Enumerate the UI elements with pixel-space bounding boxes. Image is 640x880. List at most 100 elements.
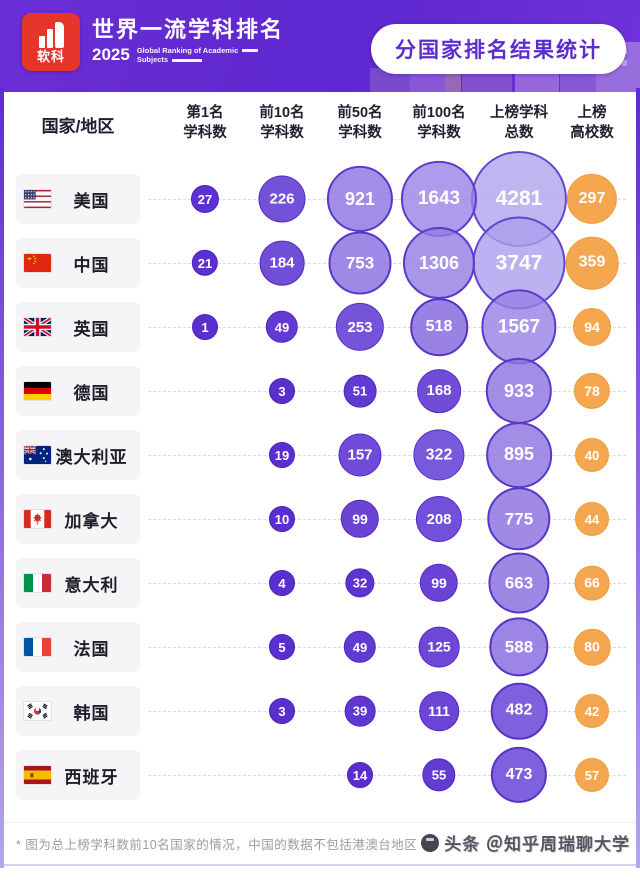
country-cell: 加拿大 bbox=[16, 494, 140, 544]
country-name: 英国 bbox=[73, 319, 110, 339]
country-cell: 西班牙 bbox=[16, 750, 140, 800]
subject-count-bubble: 125 bbox=[418, 626, 460, 668]
subject-count-bubble: 921 bbox=[326, 165, 394, 233]
column-header: 上榜 高校数 bbox=[570, 105, 614, 141]
it-flag-icon bbox=[24, 574, 51, 592]
country-name: 加拿大 bbox=[64, 511, 119, 531]
subject-count-bubble: 5 bbox=[269, 634, 295, 660]
row-guide-line bbox=[148, 647, 626, 648]
bar-chart-icon bbox=[38, 21, 64, 48]
university-count-bubble: 78 bbox=[573, 372, 611, 410]
country-name: 韩国 bbox=[73, 703, 110, 723]
footer-divider bbox=[4, 822, 636, 823]
university-count-bubble: 66 bbox=[574, 565, 610, 601]
subject-count-bubble: 49 bbox=[343, 630, 377, 664]
subject-count-bubble: 99 bbox=[419, 563, 459, 603]
column-header: 前50名 学科数 bbox=[337, 105, 383, 141]
university-count-bubble: 94 bbox=[573, 308, 611, 346]
university-count-bubble: 359 bbox=[565, 236, 619, 290]
country-column-header: 国家/地区 bbox=[41, 116, 115, 136]
university-count-bubble: 40 bbox=[575, 438, 609, 472]
subject-count-bubble: 27 bbox=[190, 184, 220, 214]
country-name: 德国 bbox=[73, 383, 110, 403]
subject-count-bubble: 1643 bbox=[400, 160, 478, 238]
country-cell: 意大利 bbox=[16, 558, 140, 608]
fr-flag-icon bbox=[24, 638, 51, 656]
bubble-table: 美国 4281 1643 921 226 27 297 中国 3747 1306 753 184 21… bbox=[0, 150, 640, 811]
es-flag-icon bbox=[24, 766, 51, 784]
subject-count-bubble: 10 bbox=[269, 506, 295, 532]
country-name: 意大利 bbox=[64, 575, 119, 595]
university-count-bubble: 80 bbox=[573, 628, 611, 666]
country-name: 中国 bbox=[73, 255, 110, 275]
row-guide-line bbox=[148, 775, 626, 776]
country-cell: 德国 bbox=[16, 366, 140, 416]
subject-count-bubble: 588 bbox=[489, 617, 549, 677]
country-name: 西班牙 bbox=[64, 767, 119, 787]
subject-count-bubble: 482 bbox=[490, 682, 548, 740]
right-border bbox=[636, 88, 640, 868]
subject-count-bubble: 473 bbox=[490, 746, 548, 804]
subject-count-bubble: 3 bbox=[269, 698, 295, 724]
header-banner: 软科 世界一流学科排名 2025 Global Ranking of Acade… bbox=[0, 0, 640, 92]
column-header: 前100名 学科数 bbox=[412, 105, 466, 141]
column-header: 上榜学科 总数 bbox=[490, 105, 548, 141]
country-cell: 澳大利亚 bbox=[16, 430, 140, 480]
shangharanking-logo: 软科 bbox=[22, 13, 80, 71]
de-flag-icon bbox=[24, 382, 51, 400]
row-guide-line bbox=[148, 455, 626, 456]
country-cell: 美国 bbox=[16, 174, 140, 224]
country-name: 澳大利亚 bbox=[55, 447, 128, 467]
subject-count-bubble: 157 bbox=[338, 433, 382, 477]
country-name: 法国 bbox=[73, 639, 110, 659]
ca-flag-icon bbox=[24, 510, 51, 528]
subject-count-bubble: 1 bbox=[192, 314, 218, 340]
bottom-trim-line bbox=[4, 864, 636, 866]
row-guide-line bbox=[148, 711, 626, 712]
footnote: * 图为总上榜学科数前10名国家的情况，中国的数据不包括港澳台地区 bbox=[16, 838, 418, 852]
table-column-headers: 国家/地区 第1名 学科数 前10名 学科数 前50名 学科数 前100名 学科数 上榜学科 总数… bbox=[0, 94, 640, 154]
column-header: 前10名 学科数 bbox=[259, 105, 305, 141]
watermark-text: 头条 ＠知乎周瑞聊大学 bbox=[444, 835, 630, 854]
row-guide-line bbox=[148, 327, 626, 328]
column-header: 第1名 学科数 bbox=[183, 105, 227, 141]
subject-count-bubble: 208 bbox=[415, 495, 463, 543]
university-count-bubble: 42 bbox=[575, 694, 609, 728]
subject-count-bubble: 518 bbox=[410, 298, 468, 356]
header-titles: 世界一流学科排名 2025 Global Ranking of Academic… bbox=[92, 17, 284, 65]
row-guide-line bbox=[148, 519, 626, 520]
subject-count-bubble: 184 bbox=[259, 240, 305, 286]
ranking-subtitle-en: Global Ranking of Academic Subjects bbox=[137, 46, 259, 65]
subject-count-bubble: 1567 bbox=[481, 289, 557, 365]
logo-brand-text: 软科 bbox=[36, 48, 65, 64]
subject-count-bubble: 111 bbox=[419, 691, 459, 731]
country-name: 美国 bbox=[73, 191, 110, 211]
watermark: 头条 ＠知乎周瑞聊大学 bbox=[421, 830, 630, 855]
subject-count-bubble: 226 bbox=[258, 175, 306, 223]
university-count-bubble: 57 bbox=[575, 758, 609, 792]
subject-count-bubble: 39 bbox=[344, 695, 376, 727]
subject-count-bubble: 933 bbox=[485, 357, 553, 425]
country-cell: 英国 bbox=[16, 302, 140, 352]
toutiao-avatar-icon bbox=[421, 833, 440, 852]
subject-count-bubble: 753 bbox=[328, 231, 392, 295]
ranking-year: 2025 bbox=[92, 45, 130, 65]
subject-count-bubble: 775 bbox=[487, 487, 551, 551]
left-border bbox=[0, 88, 4, 868]
subject-count-bubble: 51 bbox=[343, 374, 377, 408]
country-cell: 中国 bbox=[16, 238, 140, 288]
subject-count-bubble: 663 bbox=[488, 552, 550, 614]
row-guide-line bbox=[148, 391, 626, 392]
university-count-bubble: 44 bbox=[575, 502, 609, 536]
page-title-badge: 分国家排名结果统计 bbox=[371, 24, 626, 74]
row-guide-line bbox=[148, 583, 626, 584]
subject-count-bubble: 1306 bbox=[402, 226, 476, 300]
cn-flag-icon bbox=[24, 254, 51, 272]
subject-count-bubble: 55 bbox=[422, 758, 456, 792]
university-count-bubble: 297 bbox=[566, 173, 618, 225]
subject-count-bubble: 322 bbox=[413, 429, 465, 481]
subject-count-bubble: 19 bbox=[269, 442, 295, 468]
subject-count-bubble: 14 bbox=[347, 762, 373, 788]
us-flag-icon bbox=[24, 190, 51, 208]
subject-count-bubble: 895 bbox=[486, 422, 552, 488]
